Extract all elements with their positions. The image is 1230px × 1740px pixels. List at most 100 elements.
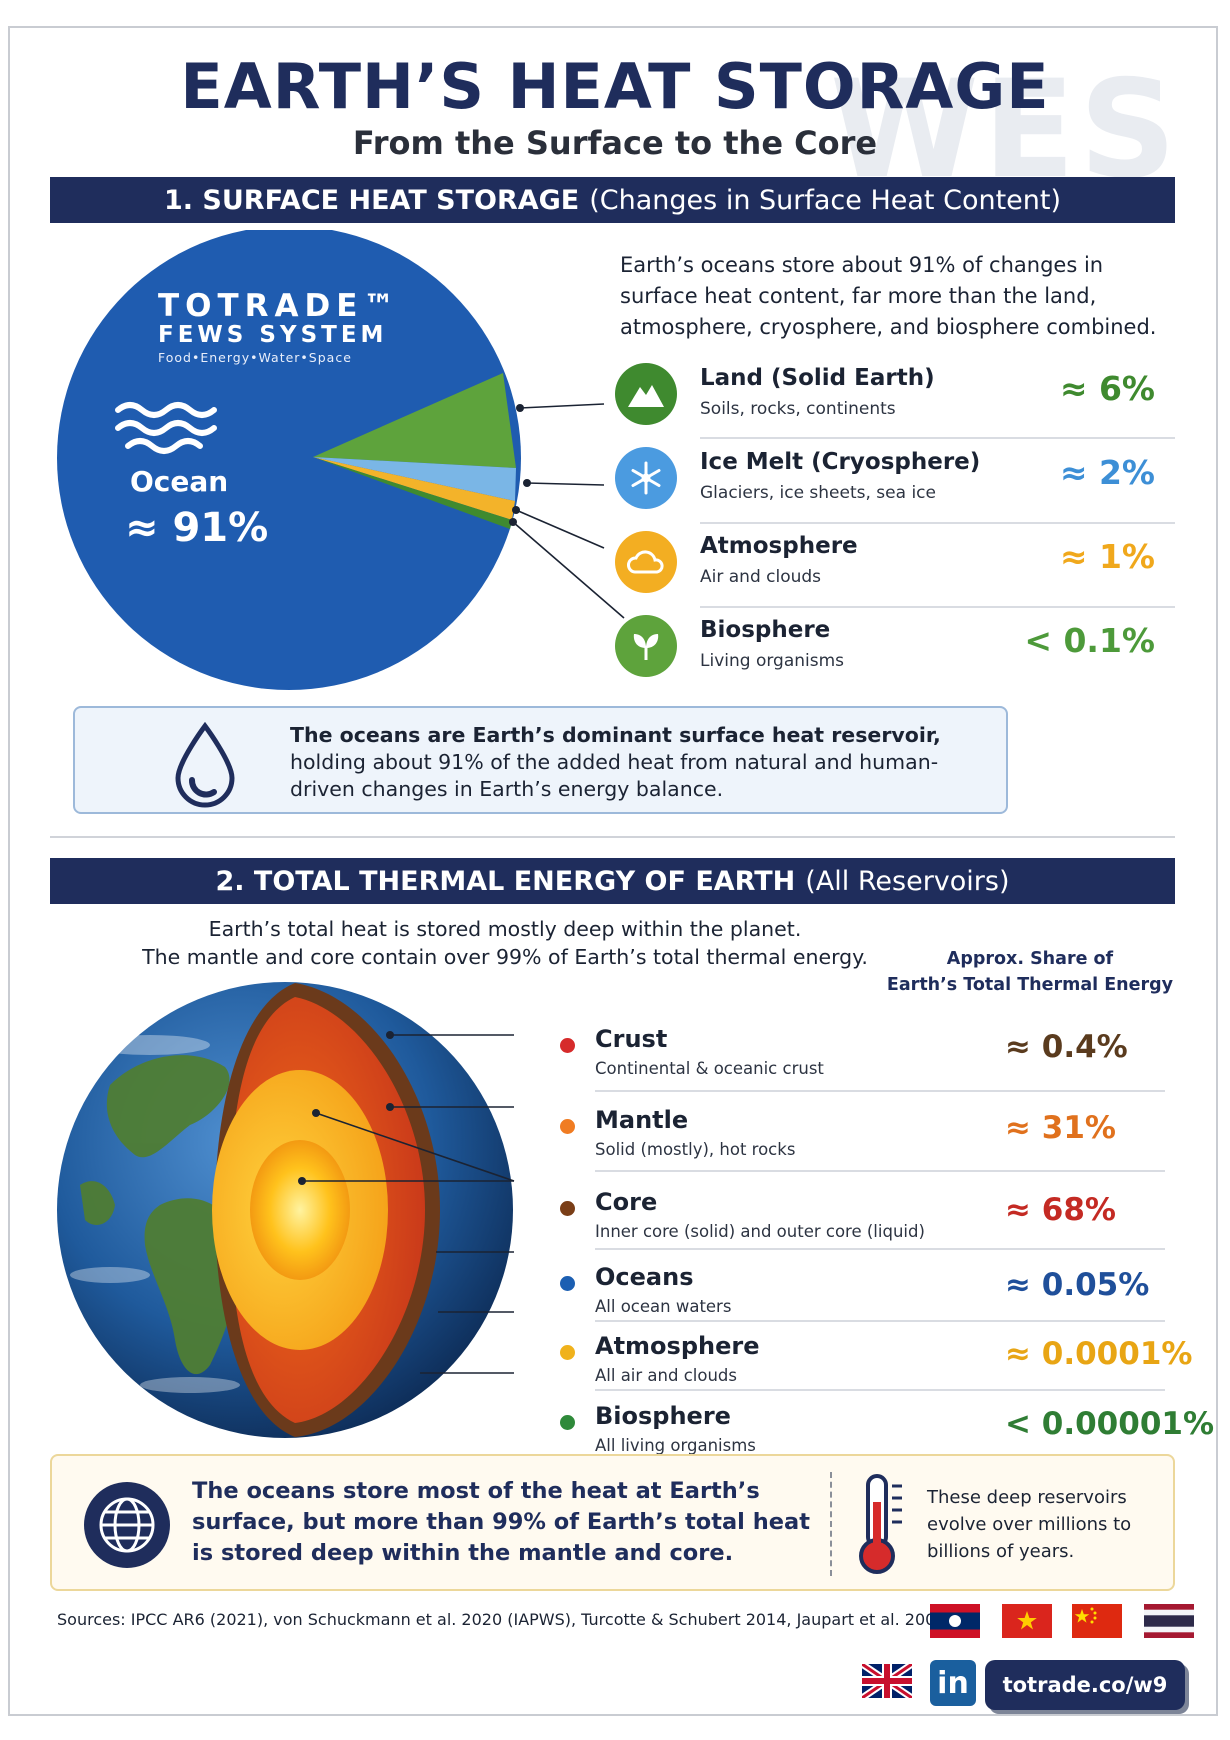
layer-row-crust: Crust Continental & oceanic crust ≈ 0.4% <box>560 1021 1160 1095</box>
thailand-flag-icon[interactable] <box>1144 1604 1194 1638</box>
surface-item-name: Land (Solid Earth) <box>700 365 935 391</box>
layer-name: Core <box>595 1188 658 1216</box>
pie-slice-land <box>313 373 516 468</box>
globe-icon <box>84 1482 170 1568</box>
surface-item-land: Land (Solid Earth) Soils, rocks, contine… <box>615 355 1175 433</box>
section1-heading: 1. SURFACE HEAT STORAGE (Changes in Surf… <box>50 177 1175 223</box>
surface-item-pct: < 0.1% <box>1024 621 1155 660</box>
legend-dot <box>560 1119 575 1134</box>
surface-callout: The oceans are Earth’s dominant surface … <box>73 706 1008 814</box>
row-divider <box>595 1320 1165 1322</box>
layer-pct: ≈ 0.05% <box>1005 1267 1150 1303</box>
section2-intro: Earth’s total heat is stored mostly deep… <box>140 915 870 971</box>
surface-item-desc: Living organisms <box>700 651 845 671</box>
surface-item-ice: Ice Melt (Cryosphere) Glaciers, ice shee… <box>615 439 1175 517</box>
surface-item-biosphere: Biosphere Living organisms < 0.1% <box>615 607 1175 685</box>
row-divider <box>595 1090 1165 1092</box>
share-header: Approx. Share of Earth’s Total Thermal E… <box>880 946 1180 998</box>
surface-callout-text: The oceans are Earth’s dominant surface … <box>290 722 990 803</box>
section-divider <box>50 836 1175 838</box>
layer-leader-dots <box>298 1031 394 1185</box>
layer-name: Atmosphere <box>595 1332 760 1360</box>
callout-separator <box>830 1472 832 1576</box>
website-link-button[interactable]: totrade.co/w9 <box>985 1660 1185 1710</box>
legend-dot <box>560 1201 575 1216</box>
uk-flag-icon[interactable] <box>862 1664 912 1698</box>
section2-intro-line1: Earth’s total heat is stored mostly deep… <box>208 917 802 941</box>
laos-flag-icon[interactable] <box>930 1604 980 1638</box>
legend-dot <box>560 1276 575 1291</box>
logo-tagline: Food•Energy•Water•Space <box>158 350 352 365</box>
pie-slice-ice <box>313 457 516 501</box>
share-header-line2: Earth’s Total Thermal Energy <box>886 975 1174 995</box>
pie-slice-atmosphere <box>313 457 515 520</box>
linkedin-icon[interactable]: in <box>930 1660 976 1706</box>
surface-callout-bold: The oceans are Earth’s dominant surface … <box>290 723 941 747</box>
cloud-icon <box>615 531 677 593</box>
layer-desc: Inner core (solid) and outer core (liqui… <box>595 1222 925 1241</box>
section2-heading-main: 2. TOTAL THERMAL ENERGY OF EARTH <box>215 865 796 897</box>
surface-item-desc: Glaciers, ice sheets, sea ice <box>700 483 936 503</box>
ocean-value: ≈ 91% <box>125 505 269 551</box>
row-divider <box>700 437 1175 439</box>
surface-heat-pie <box>57 230 625 690</box>
vietnam-flag-icon[interactable] <box>1002 1604 1052 1638</box>
page-title: EARTH’S HEAT STORAGE <box>180 50 1050 123</box>
ocean-label: Ocean <box>130 465 229 498</box>
surface-item-desc: Soils, rocks, continents <box>700 399 896 419</box>
layer-desc: All air and clouds <box>595 1366 737 1385</box>
row-divider <box>595 1170 1165 1172</box>
surface-item-name: Ice Melt (Cryosphere) <box>700 449 981 475</box>
surface-item-pct: ≈ 6% <box>1059 369 1155 408</box>
china-flag-icon[interactable] <box>1072 1604 1122 1638</box>
deep-heat-callout-text: The oceans store most of the heat at Ear… <box>192 1478 810 1566</box>
layer-pct: ≈ 68% <box>1005 1192 1116 1228</box>
thermometer-icon <box>859 1474 902 1574</box>
deep-heat-callout: The oceans store most of the heat at Ear… <box>50 1454 1175 1591</box>
layer-pct: ≈ 31% <box>1005 1110 1116 1146</box>
pie-leader-dots <box>509 404 531 526</box>
earth-cross-section <box>57 982 515 1438</box>
layer-leader-lines <box>302 1034 515 1374</box>
layer-desc: All living organisms <box>595 1436 756 1455</box>
mountain-icon <box>615 363 677 425</box>
pie-leader-lines <box>512 403 625 619</box>
row-divider <box>700 606 1175 608</box>
layer-row-mantle: Mantle Solid (mostly), hot rocks ≈ 31% <box>560 1102 1160 1176</box>
surface-item-atmosphere: Atmosphere Air and clouds ≈ 1% <box>615 523 1175 601</box>
layer-row-core: Core Inner core (solid) and outer core (… <box>560 1184 1160 1258</box>
share-header-line1: Approx. Share of <box>946 949 1114 969</box>
surface-callout-rest: holding about 91% of the added heat from… <box>290 750 939 801</box>
section1-heading-main: 1. SURFACE HEAT STORAGE <box>163 184 580 216</box>
layer-row-oceans: Oceans All ocean waters ≈ 0.05% <box>560 1259 1160 1333</box>
surface-item-name: Biosphere <box>700 617 831 643</box>
legend-dot <box>560 1038 575 1053</box>
logo-system: FEWS SYSTEM <box>158 322 388 348</box>
layer-desc: Continental & oceanic crust <box>595 1059 824 1078</box>
layer-desc: All ocean waters <box>595 1297 732 1316</box>
row-divider <box>700 522 1175 524</box>
layer-pct: < 0.00001% <box>1005 1406 1215 1442</box>
row-divider <box>595 1248 1165 1250</box>
layer-row-atmosphere: Atmosphere All air and clouds ≈ 0.0001% <box>560 1328 1192 1402</box>
section1-heading-paren: (Changes in Surface Heat Content) <box>589 184 1062 216</box>
page-subtitle: From the Surface to the Core <box>352 124 878 162</box>
water-drop-icon <box>175 722 235 808</box>
surface-item-desc: Air and clouds <box>700 567 822 587</box>
inner-core-layer <box>250 1140 350 1280</box>
leaf-icon <box>615 615 677 677</box>
deep-heat-side-text: These deep reservoirs evolve over millio… <box>927 1487 1132 1562</box>
sources: Sources: IPCC AR6 (2021), von Schuckmann… <box>57 1610 946 1629</box>
layer-name: Crust <box>595 1025 668 1053</box>
layer-pct: ≈ 0.0001% <box>1005 1336 1193 1372</box>
pie-slice-biosphere <box>313 457 512 529</box>
layer-name: Biosphere <box>595 1402 731 1430</box>
layer-name: Mantle <box>595 1106 689 1134</box>
legend-dot <box>560 1345 575 1360</box>
layer-name: Oceans <box>595 1263 694 1291</box>
section1-intro: Earth’s oceans store about 91% of change… <box>620 253 1157 339</box>
snowflake-icon <box>615 447 677 509</box>
section2-heading-paren: (All Reservoirs) <box>805 865 1010 897</box>
row-divider <box>595 1389 1165 1391</box>
section2-intro-line2: The mantle and core contain over 99% of … <box>142 945 868 969</box>
